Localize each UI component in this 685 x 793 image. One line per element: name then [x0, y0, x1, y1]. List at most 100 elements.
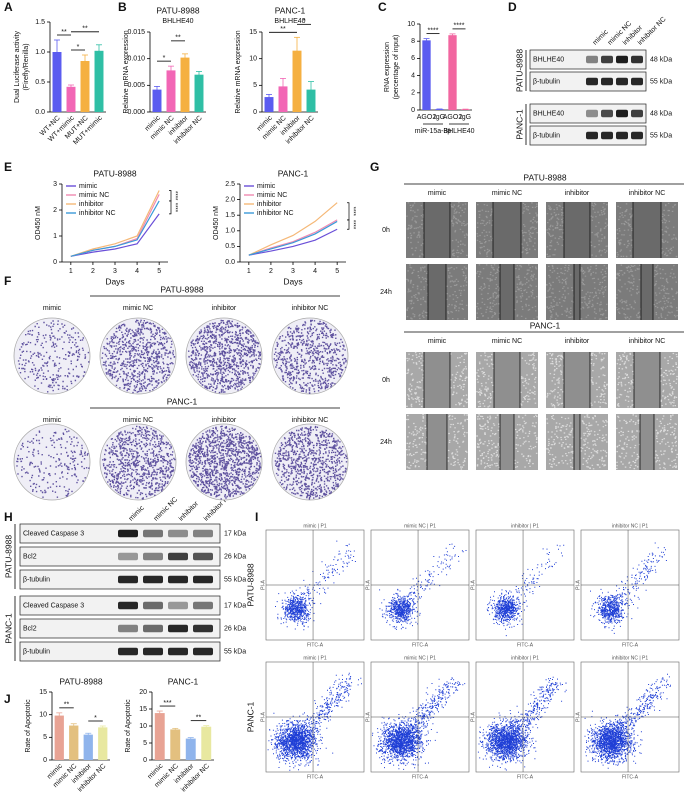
size-label: 17 kDa [224, 530, 246, 537]
blot-band [616, 131, 628, 140]
plot-header: mimic | P1 [303, 655, 326, 661]
y-tick-label: 0.5 [225, 243, 235, 250]
cell-texture [406, 264, 468, 320]
blot-band [586, 77, 598, 86]
blot-band [143, 601, 163, 610]
size-label: 17 kDa [224, 602, 246, 609]
y-tick-label: 0.0 [35, 109, 45, 116]
plot-header: inhibitor NC | P1 [612, 523, 649, 529]
bar [264, 97, 274, 112]
bar [52, 52, 62, 112]
wound-gap [424, 352, 450, 408]
y-tick-label: 0 [53, 259, 57, 266]
y-axis-label: (Firefly/Renilla) [23, 43, 30, 90]
blot-band [118, 624, 138, 633]
y-axis-label: (percentage of input) [393, 35, 400, 100]
wound-gap [427, 414, 447, 470]
x-axis-label: FITC-A [622, 774, 639, 780]
group-label: PANC-1 [245, 701, 255, 732]
time-label: 24h [380, 289, 392, 296]
events [590, 542, 667, 634]
colonies [274, 425, 348, 500]
y-tick-label: 1.5 [35, 19, 45, 26]
bar [80, 61, 90, 112]
wound-gap [634, 352, 660, 408]
panel-letter: E [4, 160, 12, 174]
legend-label: mimic NC [257, 192, 287, 199]
protein-label: β-tubulin [533, 132, 560, 139]
blot-band [118, 647, 138, 656]
y-tick-label: 4 [411, 72, 415, 79]
y-tick-label: 0.015 [127, 29, 145, 36]
blot-band [586, 109, 598, 118]
colonies [273, 319, 347, 394]
bar [69, 725, 79, 760]
bar [83, 734, 93, 760]
protein-label: BHLHE40 [533, 56, 564, 63]
chart-subtitle: BHLHE40 [162, 18, 193, 25]
significance-label: ** [61, 29, 67, 36]
blot-row [529, 103, 647, 124]
chart-title: PATU-8988 [59, 676, 102, 686]
blot-band [168, 575, 188, 584]
colonies [17, 320, 90, 393]
events [275, 540, 356, 631]
wound-gap [564, 202, 590, 258]
blot-band [193, 575, 213, 584]
x-tick-label: IgG [460, 114, 471, 121]
y-axis-label: PI-A [260, 579, 266, 589]
y-axis-label: RNA expression [384, 42, 391, 92]
lane-label: inhibitor NC [629, 190, 666, 197]
size-label: 48 kDa [650, 110, 672, 117]
y-axis-label: Rate of Apoptotic [125, 699, 132, 753]
bar [194, 74, 204, 112]
colonies [188, 425, 262, 500]
colonies [188, 319, 262, 394]
colonies [101, 319, 176, 394]
blot-band [118, 601, 138, 610]
lane-label: mimic NC [123, 417, 153, 424]
legend-label: inhibitor NC [257, 210, 294, 217]
plot-header: mimic | P1 [303, 523, 326, 529]
events [372, 677, 466, 770]
y-tick-label: 1.5 [225, 212, 235, 219]
blot-band [168, 624, 188, 633]
significance-label: *** [163, 700, 171, 707]
protein-label: β-tubulin [23, 576, 50, 583]
time-label: 0h [382, 227, 390, 234]
blot-band [616, 55, 628, 64]
lane-label: inhibitor [565, 338, 590, 345]
lane-label: inhibitor [565, 190, 590, 197]
bar [278, 86, 288, 112]
group-title: PANC-1 [167, 396, 198, 406]
bar [185, 738, 196, 760]
x-axis-label: FITC-A [517, 642, 534, 648]
size-label: 55 kDa [224, 576, 246, 583]
y-axis-label: PI-A [470, 711, 476, 721]
chart-title: PATU-8988 [93, 168, 136, 178]
blot-band [168, 529, 188, 538]
blot-band [193, 647, 213, 656]
significance-bracket [347, 219, 350, 230]
y-axis-label: Relative mRNA expression [235, 30, 242, 113]
y-tick-label: 5 [43, 734, 47, 741]
bar [448, 35, 457, 110]
panel-letter: H [4, 510, 13, 524]
x-tick-label: 3 [291, 268, 295, 275]
cell-texture [406, 202, 468, 258]
significance-label: * [77, 44, 80, 51]
lane-label: inhibitor NC [292, 417, 329, 424]
group-label: PANC-1 [3, 613, 13, 644]
y-axis-label: Dual Luciferase activity [14, 31, 21, 103]
blot-row [19, 546, 221, 567]
y-axis-label: PI-A [260, 711, 266, 721]
blot-band [601, 77, 613, 86]
panel-letter: G [370, 160, 379, 174]
blot-band [193, 529, 213, 538]
blot-band [118, 575, 138, 584]
blot-band [143, 647, 163, 656]
lane-label: mimic [43, 417, 62, 424]
significance-label: ** [280, 26, 286, 33]
significance-label: * [163, 55, 166, 62]
